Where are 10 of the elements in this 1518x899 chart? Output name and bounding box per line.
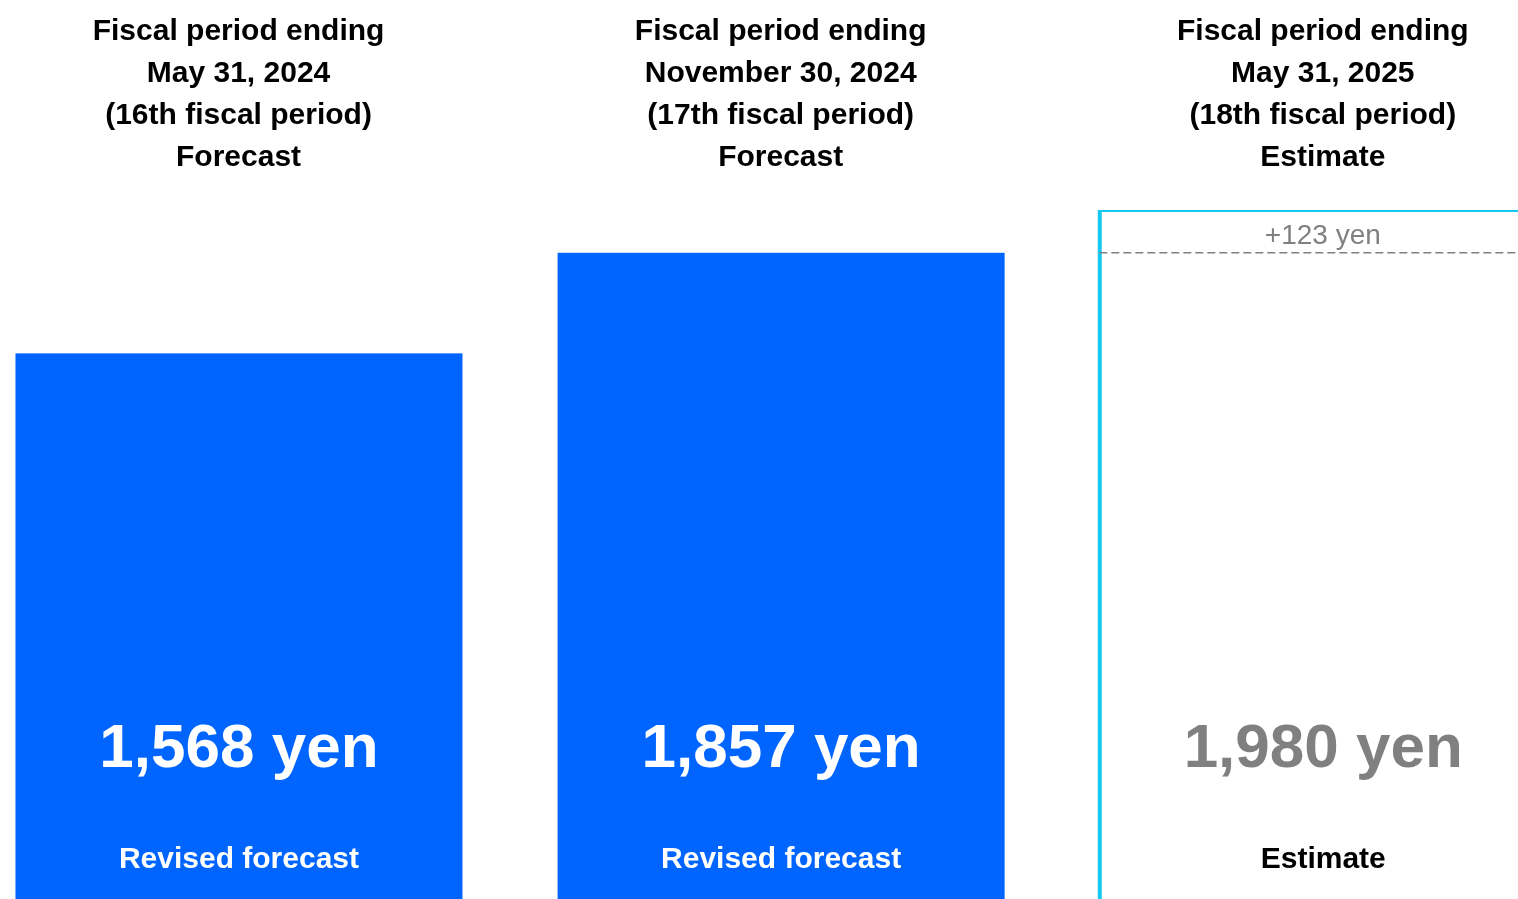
data-label: 1,568 yen — [99, 711, 379, 780]
ref-line-label: +123 yen — [1264, 218, 1381, 250]
annotation: Revised forecast — [661, 841, 902, 874]
x-tick-label: Fiscal period ending May 31, 2025 (18th fiscal period) Estimate — [1176, 13, 1469, 172]
annotation: Estimate — [1260, 841, 1386, 874]
x-tick-label: Fiscal period ending May 31, 2024 (16th fiscal period) Forecast — [92, 13, 385, 172]
x-tick-label: Fiscal period ending November 30, 2024 (17th fiscal period) Forecast — [634, 13, 927, 172]
annotation: Revised forecast — [118, 841, 360, 874]
data-label: 1,857 yen — [641, 711, 921, 780]
data-label: 1,980 yen — [1183, 711, 1463, 780]
